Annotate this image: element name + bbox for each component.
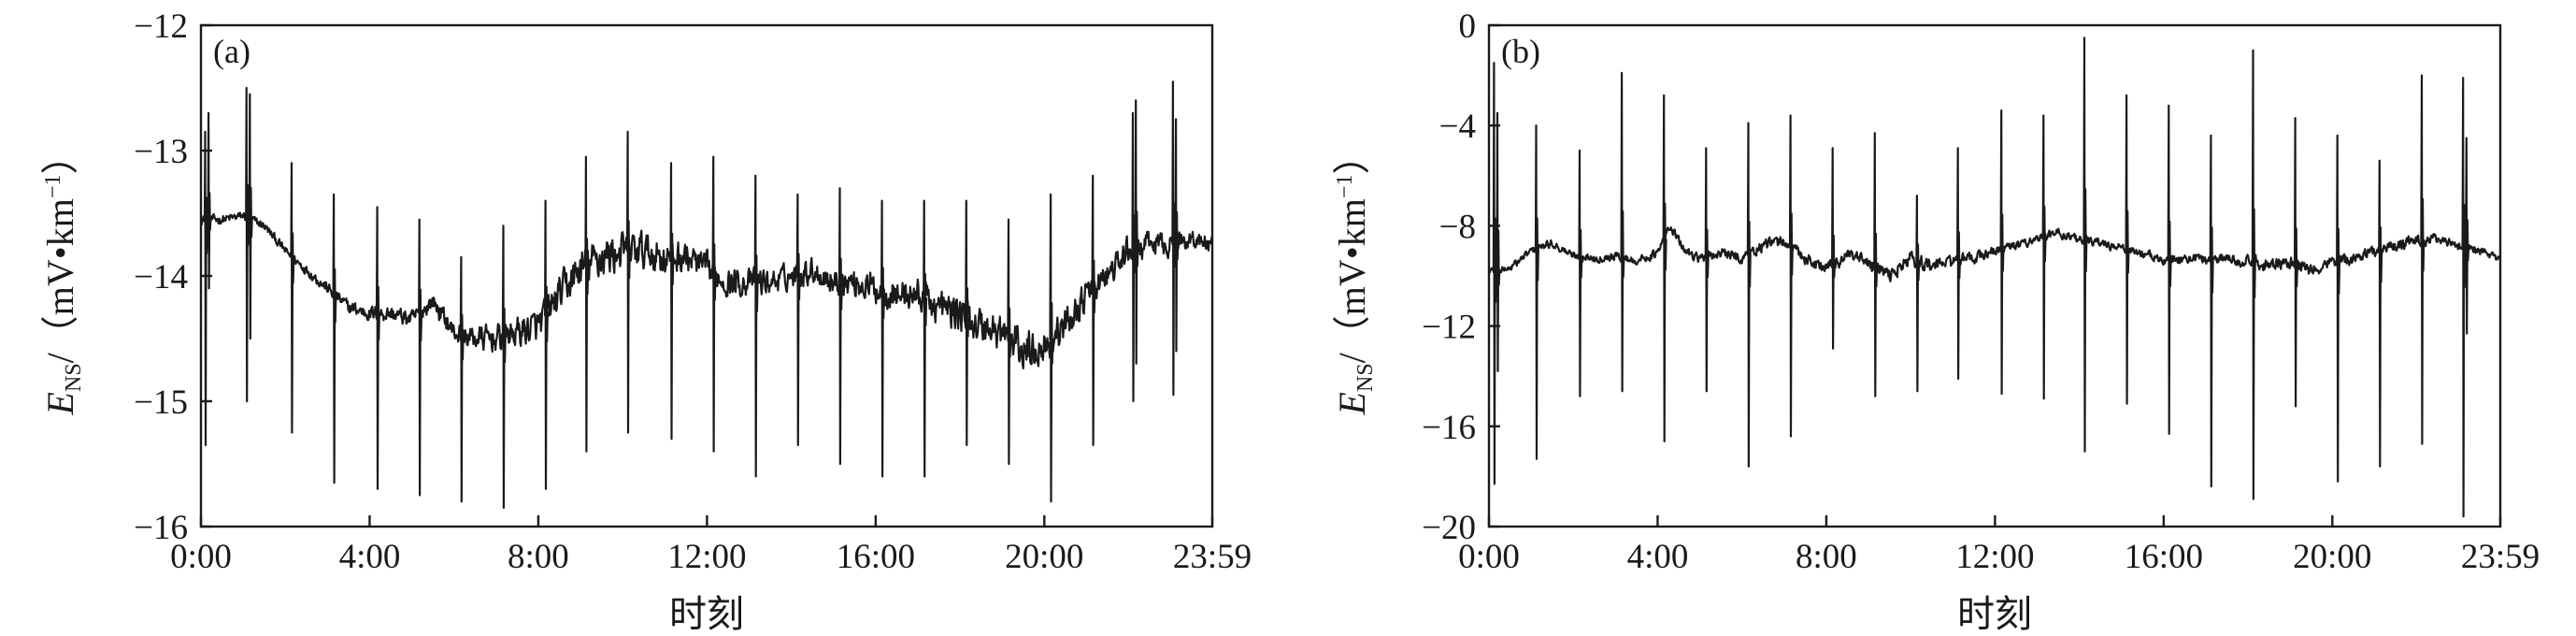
y-tick-label-b: −20: [1422, 509, 1476, 547]
y-label-sub-a: NS: [62, 363, 86, 392]
plot-frame-a: [199, 23, 1214, 528]
chart-panel-a: (a) −12 −13 −14 −15 −16 0:00 4:00 8:00 12:00 16:…: [39, 7, 1252, 635]
y-tick-label-a: −15: [134, 383, 188, 422]
series-line-a: [199, 80, 1213, 509]
y-tick-label-b: −12: [1422, 309, 1476, 347]
y-label-main-a: E: [39, 392, 81, 415]
y-label-unit-b: /（mV•km: [1331, 198, 1373, 363]
x-tick-label-a: 4:00: [339, 538, 401, 576]
y-label-sub-b: NS: [1353, 363, 1378, 392]
y-tick-label-a: −12: [134, 7, 188, 46]
x-tick-label-a: 0:00: [170, 538, 232, 576]
y-label-sup-b: −1: [1333, 175, 1357, 199]
panel-label-b: (b): [1501, 33, 1540, 70]
x-tick-label-a: 23:59: [1173, 538, 1252, 576]
x-tick-label-b: 23:59: [2461, 538, 2540, 576]
y-axis-b: 0 −4 −8 −12 −16 −20: [1422, 7, 1500, 547]
y-label-main-b: E: [1331, 392, 1373, 415]
y-tick-label-b: −4: [1439, 108, 1476, 146]
x-axis-b: 0:00 4:00 8:00 12:00 16:00 20:00 23:59: [1458, 515, 2540, 576]
x-axis-a: 0:00 4:00 8:00 12:00 16:00 20:00 23:59: [170, 515, 1252, 576]
x-tick-label-b: 4:00: [1627, 538, 1689, 576]
svg-text:ENS/（mV•km−1）: ENS/（mV•km−1）: [1331, 137, 1378, 416]
svg-text:ENS/（mV•km−1）: ENS/（mV•km−1）: [39, 137, 86, 416]
y-axis-label-b: ENS/（mV•km−1）: [1331, 137, 1378, 416]
plot-frame-b: [1487, 23, 2502, 528]
y-label-close-b: ）: [1331, 137, 1373, 175]
x-tick-label-b: 12:00: [1955, 538, 2034, 576]
x-tick-label-a: 16:00: [837, 538, 915, 576]
x-tick-label-a: 12:00: [667, 538, 746, 576]
y-tick-label-a: −14: [134, 258, 188, 296]
x-tick-label-b: 0:00: [1458, 538, 1520, 576]
x-tick-label-a: 8:00: [508, 538, 569, 576]
chart-panel-b: (b) 0 −4 −8 −12 −16 −20 0:00 4:00 8:00 12:00 16:0…: [1331, 7, 2540, 635]
x-tick-label-a: 20:00: [1005, 538, 1083, 576]
y-tick-label-b: −16: [1422, 409, 1476, 447]
x-axis-label-a: 时刻: [669, 593, 744, 635]
series-line-b: [1487, 36, 2501, 518]
y-tick-label-b: 0: [1459, 7, 1477, 46]
panel-label-a: (a): [213, 33, 250, 70]
y-tick-label-b: −8: [1439, 208, 1476, 246]
y-tick-label-a: −13: [134, 133, 188, 171]
y-axis-label-a: ENS/（mV•km−1）: [39, 137, 86, 416]
y-label-close-a: ）: [39, 137, 81, 175]
x-axis-label-b: 时刻: [1957, 593, 2032, 635]
x-tick-label-b: 16:00: [2125, 538, 2203, 576]
x-tick-label-b: 8:00: [1796, 538, 1857, 576]
y-label-sup-a: −1: [41, 175, 65, 199]
y-label-unit-a: /（mV•km: [39, 198, 81, 363]
y-tick-label-a: −16: [134, 509, 188, 547]
series-group-a: [199, 80, 1213, 509]
x-tick-label-b: 20:00: [2293, 538, 2371, 576]
series-group-b: [1487, 36, 2501, 518]
